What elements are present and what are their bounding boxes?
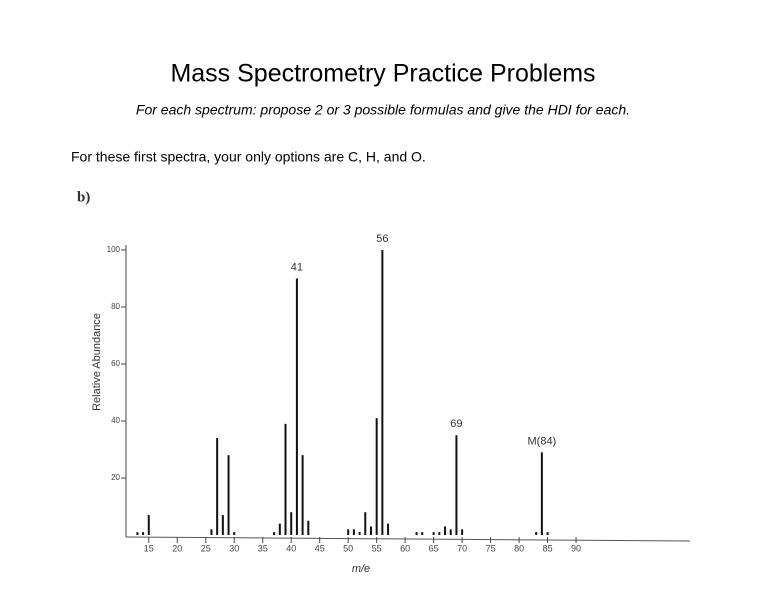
peak	[301, 455, 304, 535]
peak	[461, 529, 464, 535]
peak	[290, 512, 293, 535]
x-tick-label: 50	[343, 543, 353, 553]
peak-annotation: 56	[376, 233, 388, 245]
peak	[387, 523, 390, 535]
peak	[307, 520, 310, 535]
peak	[369, 526, 372, 535]
y-tick-label: 60	[111, 359, 120, 368]
y-tick-label: 80	[111, 302, 120, 311]
peak	[233, 532, 236, 535]
peak	[358, 532, 361, 535]
x-tick-label: 90	[571, 543, 581, 553]
peak	[449, 529, 452, 535]
x-tick-label: 75	[486, 543, 496, 553]
x-tick-label: 85	[543, 543, 553, 553]
peak	[221, 515, 224, 535]
chart-label: b)	[77, 189, 90, 205]
peak	[147, 515, 150, 535]
x-tick-label: 40	[286, 543, 296, 553]
y-tick-label: 40	[111, 416, 120, 425]
x-tick-label: 15	[144, 543, 154, 553]
x-tick-label: 70	[457, 543, 467, 553]
peak	[216, 438, 219, 535]
peak	[227, 455, 230, 535]
y-tick-label: 20	[111, 473, 120, 482]
x-tick-label: 55	[372, 543, 382, 553]
x-tick-label: 30	[229, 543, 239, 553]
peak	[295, 278, 298, 535]
peak	[444, 526, 447, 535]
subtitle: For each spectrum: propose 2 or 3 possib…	[136, 102, 630, 118]
y-tick-label: 100	[107, 245, 121, 254]
peak	[535, 532, 538, 535]
y-axis-label: Relative Abundance	[91, 313, 103, 411]
x-tick-label: 45	[315, 543, 325, 553]
peak	[136, 532, 139, 535]
peak	[415, 532, 418, 535]
x-tick-label: 25	[201, 543, 211, 553]
x-tick-label: 80	[514, 543, 524, 553]
x-axis	[125, 536, 691, 542]
peak	[375, 418, 378, 535]
peak	[455, 435, 458, 535]
peak	[381, 250, 384, 535]
x-axis-label: m/e	[352, 563, 370, 575]
peak-annotation: M(84)	[528, 435, 557, 447]
intro-text: For these first spectra, your only optio…	[71, 149, 426, 165]
title: Mass Spectrometry Practice Problems	[170, 60, 595, 88]
peak	[546, 532, 549, 535]
x-tick-label: 20	[172, 543, 182, 553]
peak	[438, 532, 441, 535]
peak-annotation: 69	[450, 418, 462, 430]
x-tick-label: 65	[429, 543, 439, 553]
peak-annotation: 41	[291, 261, 303, 273]
peak	[273, 532, 276, 535]
peak	[210, 529, 213, 535]
x-tick-label: 35	[258, 543, 268, 553]
peak	[347, 529, 350, 535]
peak	[284, 423, 287, 535]
peak	[432, 532, 435, 535]
peak	[142, 532, 145, 535]
peak	[352, 529, 355, 535]
peak	[278, 523, 281, 535]
peak	[421, 532, 424, 535]
x-tick-label: 60	[400, 543, 410, 553]
peak	[364, 512, 367, 535]
peak	[540, 452, 543, 535]
